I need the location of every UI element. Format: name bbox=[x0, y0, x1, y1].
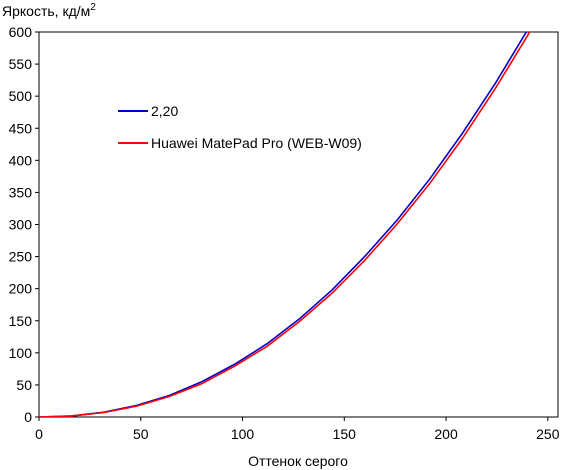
y-axis-label: Яркость, кд/м2 bbox=[2, 2, 96, 19]
y-tick-label: 350 bbox=[9, 184, 33, 200]
series-line-huawei-matepad-pro bbox=[39, 32, 531, 417]
y-tick-label: 150 bbox=[9, 313, 33, 329]
series-line-gamma-2-20 bbox=[39, 32, 528, 417]
y-tick-label: 100 bbox=[9, 345, 33, 361]
y-axis-ticks: 0 50 100 150 200 250 300 350 400 450 500 550 600 bbox=[9, 24, 39, 425]
legend: 2,20 Huawei MatePad Pro (WEB-W09) bbox=[118, 103, 362, 151]
y-tick-label: 550 bbox=[9, 56, 33, 72]
x-tick-label: 200 bbox=[434, 426, 458, 442]
y-tick-label: 0 bbox=[24, 409, 32, 425]
x-tick-label: 150 bbox=[333, 426, 357, 442]
x-tick-label: 100 bbox=[231, 426, 255, 442]
legend-label: Huawei MatePad Pro (WEB-W09) bbox=[151, 135, 362, 151]
x-tick-label: 50 bbox=[133, 426, 149, 442]
x-axis-ticks: 0 50 100 150 200 250 bbox=[35, 417, 560, 442]
y-tick-label: 500 bbox=[9, 88, 33, 104]
plot-frame bbox=[38, 31, 559, 418]
y-tick-label: 250 bbox=[9, 249, 33, 265]
legend-label: 2,20 bbox=[151, 103, 178, 119]
y-tick-label: 300 bbox=[9, 217, 33, 233]
x-axis-label: Оттенок серого bbox=[248, 453, 348, 469]
y-tick-label: 400 bbox=[9, 152, 33, 168]
series-layer bbox=[39, 32, 531, 417]
y-tick-label: 50 bbox=[16, 377, 32, 393]
x-tick-label: 0 bbox=[35, 426, 43, 442]
y-tick-label: 450 bbox=[9, 120, 33, 136]
y-tick-label: 200 bbox=[9, 281, 33, 297]
x-tick-label: 250 bbox=[536, 426, 560, 442]
y-tick-label: 600 bbox=[9, 24, 33, 40]
